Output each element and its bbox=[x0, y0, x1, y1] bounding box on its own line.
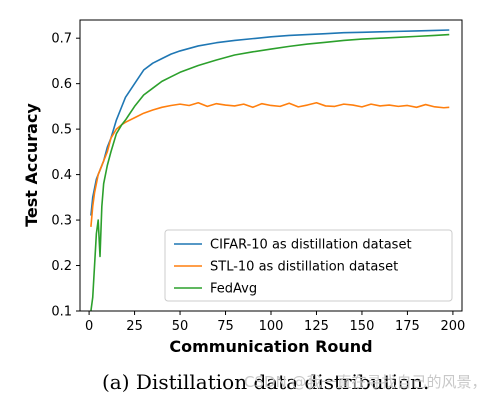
x-axis: 0 25 50 75 100 125 150 175 200 bbox=[85, 311, 465, 334]
x-tick-label: 75 bbox=[217, 319, 234, 334]
legend-box bbox=[164, 229, 453, 302]
y-tick-label: 0.1 bbox=[51, 305, 72, 320]
y-tick-label: 0.2 bbox=[51, 259, 72, 274]
y-axis-label: Test Accuracy bbox=[22, 103, 41, 227]
x-tick-label: 100 bbox=[259, 319, 284, 334]
plot-lines bbox=[90, 29, 450, 312]
cifar10-series-line bbox=[90, 29, 450, 216]
x-tick-label: 25 bbox=[126, 319, 143, 334]
x-tick-label: 150 bbox=[350, 319, 375, 334]
legend: CIFAR-10 as distillation dataset STL-10 … bbox=[164, 229, 453, 302]
legend-label-cifar: CIFAR-10 as distillation dataset bbox=[210, 238, 412, 253]
y-tick-label: 0.4 bbox=[51, 168, 72, 183]
legend-label-stl: STL-10 as distillation dataset bbox=[210, 260, 398, 275]
legend-label-fedavg: FedAvg bbox=[210, 282, 257, 297]
figure-caption: (a) Distillation data distribution. bbox=[102, 370, 429, 394]
watermark: CSDN @我一直在寻找自己的风景， bbox=[244, 373, 487, 391]
y-tick-label: 0.6 bbox=[51, 77, 72, 92]
y-axis: 0.1 0.2 0.3 0.4 0.5 0.6 0.7 bbox=[51, 32, 80, 320]
y-tick-label: 0.5 bbox=[51, 123, 72, 138]
y-tick-label: 0.7 bbox=[51, 32, 72, 47]
x-tick-label: 125 bbox=[304, 319, 329, 334]
x-axis-label: Communication Round bbox=[169, 337, 372, 356]
y-tick-label: 0.3 bbox=[51, 214, 72, 229]
x-tick-label: 0 bbox=[85, 319, 93, 334]
x-tick-label: 175 bbox=[395, 319, 420, 334]
x-tick-label: 200 bbox=[440, 319, 465, 334]
x-tick-label: 50 bbox=[172, 319, 189, 334]
fedavg-series-line bbox=[90, 33, 450, 312]
stl10-series-line bbox=[90, 101, 450, 227]
